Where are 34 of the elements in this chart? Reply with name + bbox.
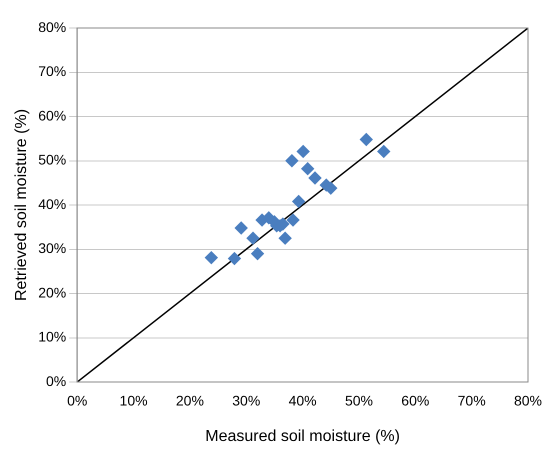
y-tick-label: 0% [46,372,66,389]
y-tick-label: 50% [38,152,66,168]
y-tick-label: 20% [38,284,66,300]
point [286,214,300,227]
point [292,194,306,208]
point [285,154,298,168]
y-tick-label: 40% [38,196,66,212]
point [377,144,390,158]
y-tick-label: 30% [38,240,66,256]
x-tick-label: 50% [344,392,373,408]
point [301,162,314,176]
x-tick-label: 20% [176,392,204,408]
point [234,222,248,235]
x-tick-label: 40% [288,392,317,408]
x-tick-label: 60% [401,392,430,408]
point [308,172,322,185]
point [296,144,310,158]
x-tick-label: 80% [514,392,542,408]
point [228,252,241,266]
y-tick-label: 80% [38,18,66,35]
y-tick-label: 10% [38,328,66,345]
x-axis-title: Measured soil moisture (%) [205,428,400,445]
y-tick-label: 60% [38,107,66,124]
y-axis-title: Retrieved soil moisture (%) [13,108,30,302]
point [360,133,373,146]
point [251,247,264,260]
point [246,232,260,245]
y-tick-label: 70% [38,63,66,80]
point [204,251,218,264]
x-tick-label: 10% [120,392,148,408]
x-tick-label: 70% [458,392,486,408]
x-tick-label: 0% [67,392,88,408]
point [278,232,292,245]
x-tick-label: 30% [232,392,260,408]
